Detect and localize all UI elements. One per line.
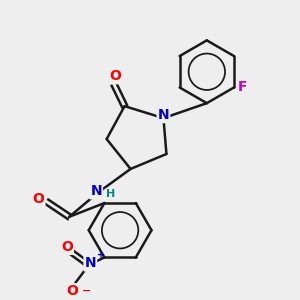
Text: O: O	[61, 240, 73, 254]
Text: O: O	[66, 284, 78, 298]
Text: O: O	[32, 192, 44, 206]
Text: N: N	[158, 108, 169, 122]
Text: +: +	[97, 250, 105, 260]
Text: −: −	[82, 286, 91, 296]
Text: N: N	[85, 256, 96, 270]
Text: O: O	[109, 69, 121, 83]
Text: F: F	[238, 80, 247, 94]
Text: H: H	[106, 189, 115, 200]
Text: N: N	[90, 184, 102, 198]
